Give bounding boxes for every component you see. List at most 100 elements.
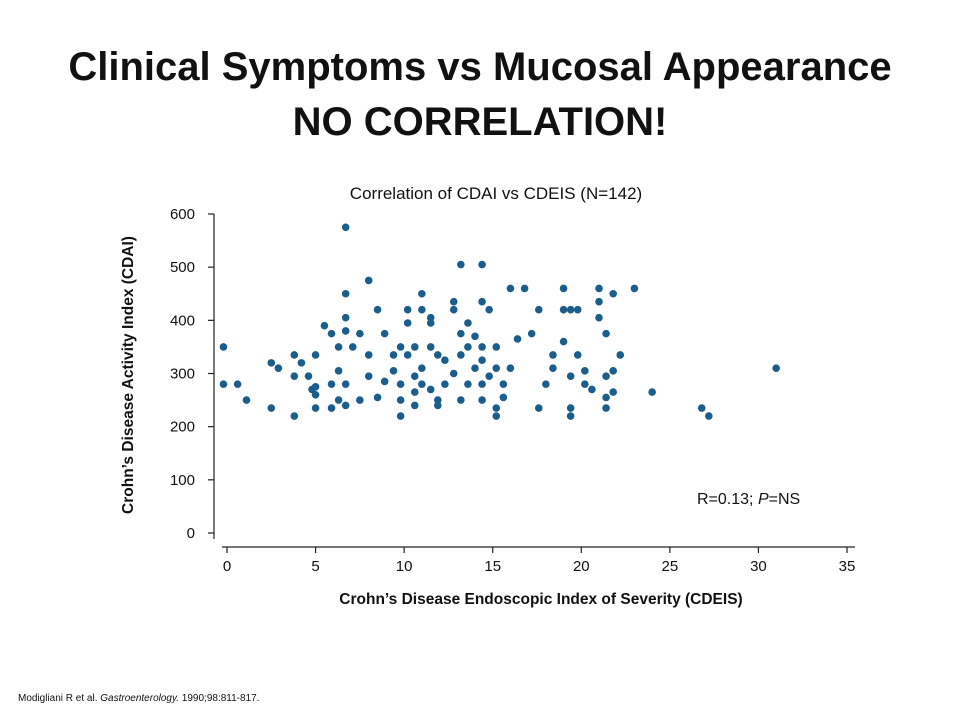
data-point — [464, 343, 472, 351]
data-point — [595, 284, 603, 293]
citation-authors: Modigliani R et al. — [18, 693, 98, 704]
data-point — [705, 412, 713, 420]
x-tick-label: 0 — [223, 558, 231, 575]
data-point — [534, 305, 543, 314]
data-point — [356, 396, 364, 404]
data-point — [418, 364, 426, 372]
data-point — [506, 364, 515, 372]
data-point — [389, 351, 398, 359]
data-point — [311, 390, 320, 399]
y-tick-label: 600 — [170, 206, 195, 223]
data-point — [396, 412, 405, 420]
y-tick-label: 100 — [170, 472, 195, 489]
data-point — [403, 305, 412, 314]
data-point — [566, 372, 575, 380]
data-point — [566, 404, 575, 412]
data-point — [418, 305, 426, 314]
data-point — [426, 385, 435, 394]
data-point — [320, 321, 329, 330]
p-value-text: =NS — [769, 491, 801, 508]
data-point — [410, 372, 419, 380]
p-label-text: P — [758, 491, 769, 508]
y-tick-label: 200 — [170, 419, 195, 436]
data-point — [520, 284, 529, 293]
data-point — [373, 305, 382, 314]
data-point — [219, 343, 228, 351]
data-point — [499, 393, 508, 402]
data-point — [290, 351, 299, 359]
data-point — [471, 364, 479, 372]
data-point — [464, 319, 472, 327]
data-point — [410, 343, 419, 351]
correlation-annotation: R=0.13; P=NS — [697, 491, 800, 508]
scatter-chart: Correlation of CDAI vs CDEIS (N=142) 0 10… — [120, 184, 856, 608]
data-point — [396, 343, 405, 351]
data-point — [380, 377, 389, 386]
data-point — [485, 372, 493, 380]
data-point — [426, 313, 435, 322]
data-point — [573, 351, 582, 359]
data-point — [573, 305, 582, 314]
data-point — [396, 396, 405, 404]
data-point — [311, 382, 320, 391]
x-tick-label: 25 — [662, 558, 679, 575]
x-tick-label: 5 — [311, 558, 319, 575]
data-point — [334, 396, 343, 404]
data-point — [418, 380, 426, 388]
data-point — [434, 401, 442, 410]
data-point — [595, 313, 603, 322]
data-point — [648, 388, 656, 396]
data-point — [418, 289, 426, 298]
data-point — [549, 364, 557, 372]
data-point — [581, 367, 589, 375]
data-point — [542, 380, 550, 388]
data-point — [559, 284, 568, 293]
data-point — [478, 356, 486, 365]
data-point — [373, 393, 382, 402]
citation-details: 1990;98:811-817. — [181, 693, 260, 704]
data-point — [595, 297, 603, 306]
data-point — [602, 329, 610, 338]
data-point — [341, 313, 350, 322]
data-point — [457, 260, 465, 269]
data-point — [549, 351, 557, 359]
data-point — [566, 412, 575, 420]
data-point — [566, 305, 575, 314]
data-point — [478, 297, 486, 306]
data-point — [311, 351, 320, 359]
data-point — [441, 380, 449, 388]
data-point — [267, 404, 276, 412]
data-point — [242, 396, 251, 404]
x-tick-label: 35 — [839, 558, 856, 575]
data-point — [290, 372, 299, 380]
data-point — [581, 380, 589, 388]
data-point — [485, 305, 493, 314]
data-point — [492, 343, 501, 351]
data-point — [348, 343, 357, 351]
data-point — [559, 305, 568, 314]
data-point — [219, 380, 228, 388]
data-point — [527, 329, 536, 338]
data-point — [492, 412, 501, 420]
x-tick-label: 30 — [750, 558, 767, 575]
data-point — [434, 351, 442, 359]
data-point — [396, 380, 405, 388]
data-point — [233, 380, 242, 388]
data-point — [410, 388, 419, 396]
data-point — [492, 364, 501, 372]
data-point — [772, 364, 780, 372]
y-axis-ticks: 0 100 200 300 400 500 600 — [170, 206, 214, 542]
data-point — [457, 351, 465, 359]
data-point — [274, 364, 283, 372]
data-point — [327, 380, 336, 388]
y-axis-label: Crohn’s Disease Activity Index (CDAI) — [120, 236, 137, 514]
data-point — [616, 351, 625, 359]
data-point — [441, 356, 449, 365]
data-point — [341, 289, 350, 298]
data-point — [304, 372, 313, 380]
chart-title: Correlation of CDAI vs CDEIS (N=142) — [350, 184, 642, 203]
data-point — [364, 276, 373, 285]
y-tick-label: 0 — [187, 525, 195, 542]
data-point — [341, 401, 350, 410]
data-point — [602, 372, 610, 380]
